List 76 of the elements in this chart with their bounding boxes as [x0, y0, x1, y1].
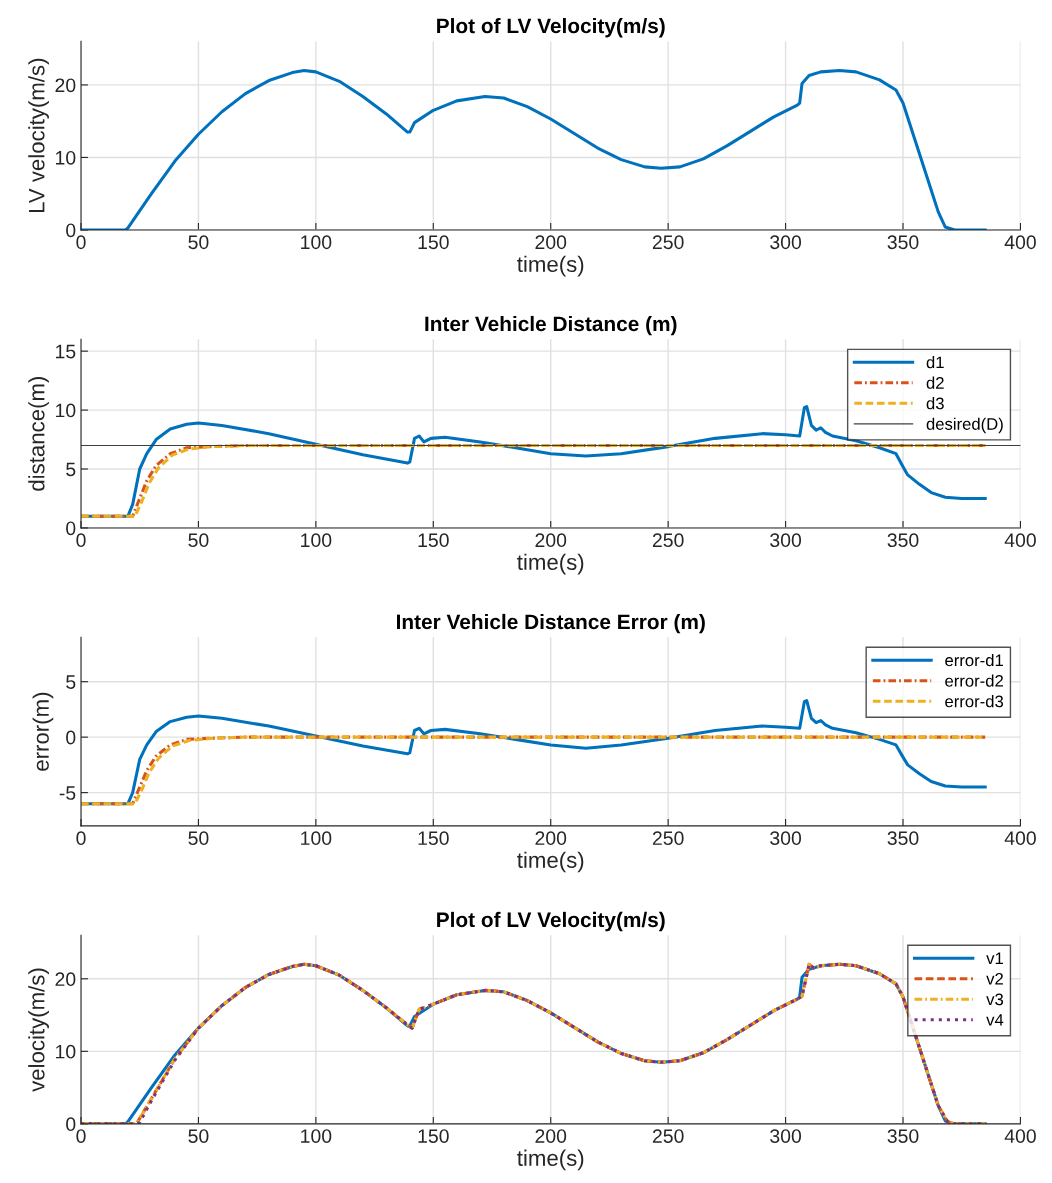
- line-series: [81, 962, 987, 1124]
- x-tick-label: 400: [1004, 533, 1036, 548]
- y-tick-label: 0: [66, 223, 76, 238]
- legend-label: v3: [986, 993, 1004, 1006]
- chart-title: Inter Vehicle Distance Error (m): [396, 613, 705, 634]
- x-tick-label: 400: [1004, 831, 1036, 846]
- legend-label: v4: [986, 1014, 1004, 1026]
- y-tick-label: 20: [55, 78, 76, 93]
- x-tick-label: 350: [887, 533, 919, 548]
- chart-title: Plot of LV Velocity(m/s): [437, 911, 665, 932]
- y-tick-label: 5: [66, 675, 76, 689]
- x-tick-label: 50: [188, 533, 209, 548]
- y-axis-title: error(m): [32, 692, 54, 771]
- line-series: [81, 735, 987, 806]
- x-tick-label: 0: [76, 831, 86, 846]
- x-tick-label: 350: [887, 235, 919, 250]
- x-tick-label: 250: [652, 533, 684, 548]
- legend-label: error-d3: [945, 695, 1004, 708]
- x-tick-label: 0: [76, 235, 86, 250]
- x-tick-label: 150: [418, 235, 449, 250]
- x-tick-label: 300: [770, 1129, 802, 1143]
- x-tick-label: 0: [76, 1129, 86, 1143]
- chart-title: Plot of LV Velocity(m/s): [437, 17, 665, 38]
- x-tick-label: 150: [418, 1129, 449, 1143]
- x-tick-label: 100: [301, 235, 332, 250]
- x-tick-label: 250: [652, 831, 684, 846]
- legend-label: desired(D): [926, 417, 1003, 434]
- x-tick-label: 200: [535, 533, 567, 548]
- y-axis-title: velocity(m/s): [28, 968, 49, 1092]
- x-tick-label: 250: [652, 235, 684, 250]
- x-tick-label: 200: [535, 831, 567, 846]
- x-tick-label: 0: [76, 533, 86, 548]
- legend-label: d1: [926, 356, 944, 369]
- x-axis-title: time(s): [517, 1149, 584, 1171]
- legend-label: error-d1: [945, 653, 1003, 667]
- y-tick-label: 10: [56, 150, 76, 165]
- x-axis-title: time(s): [517, 255, 584, 277]
- x-tick-label: 350: [887, 1129, 919, 1143]
- x-tick-label: 50: [188, 831, 209, 846]
- line-series: [81, 68, 987, 230]
- legend-label: d3: [926, 397, 944, 410]
- x-tick-label: 150: [418, 831, 449, 846]
- line-series: [81, 443, 987, 518]
- x-tick-label: 300: [770, 831, 802, 846]
- x-tick-label: 100: [301, 533, 332, 548]
- y-tick-label: 0: [66, 730, 76, 745]
- legend-label: v2: [986, 972, 1003, 985]
- x-tick-label: 200: [535, 1129, 567, 1143]
- x-tick-label: 400: [1004, 235, 1036, 250]
- x-tick-label: 50: [188, 1129, 209, 1143]
- x-tick-label: 150: [418, 533, 449, 548]
- y-tick-label: 0: [66, 1117, 76, 1132]
- y-tick-label: 20: [55, 972, 76, 987]
- y-tick-label: 5: [66, 462, 76, 477]
- y-axis-title: distance(m): [28, 376, 49, 491]
- y-tick-label: 10: [56, 1044, 76, 1059]
- y-axis-title: LV velocity(m/s): [28, 58, 49, 213]
- chart-title: Inter Vehicle Distance (m): [425, 315, 677, 336]
- x-tick-label: 100: [301, 831, 332, 846]
- legend-label: error-d2: [945, 674, 1003, 687]
- y-tick-label: -5: [59, 786, 76, 800]
- y-tick-label: 0: [66, 521, 76, 536]
- legend-label: v1: [986, 952, 1003, 965]
- x-tick-label: 50: [188, 235, 209, 250]
- y-tick-label: 10: [56, 403, 76, 418]
- legend-label: d2: [926, 376, 944, 389]
- x-axis-title: time(s): [517, 553, 584, 575]
- x-tick-label: 300: [770, 235, 802, 250]
- x-tick-label: 200: [535, 235, 567, 250]
- x-tick-label: 300: [770, 533, 802, 548]
- x-tick-label: 350: [887, 831, 919, 846]
- x-axis-title: time(s): [517, 851, 584, 873]
- x-tick-label: 400: [1004, 1129, 1036, 1143]
- y-tick-label: 15: [56, 344, 76, 359]
- x-tick-label: 100: [301, 1129, 332, 1143]
- x-tick-label: 250: [652, 1129, 684, 1143]
